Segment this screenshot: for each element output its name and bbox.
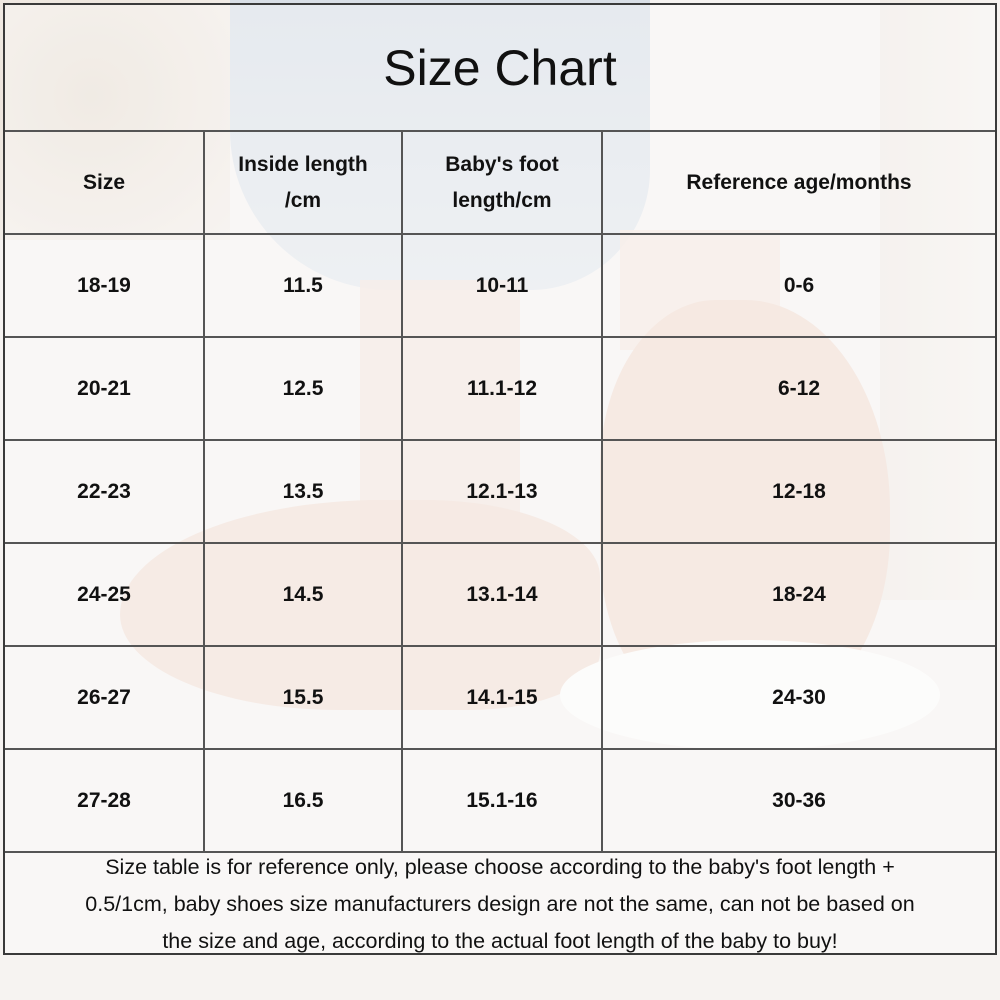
cell-inside-length: 11.5: [203, 233, 403, 338]
note-line: Size table is for reference only, please…: [105, 855, 895, 879]
cell-reference-age: 12-18: [601, 439, 995, 544]
cell-foot-length: 15.1-16: [401, 748, 603, 853]
cell-inside-length: 12.5: [203, 336, 403, 441]
header-reference-age: Reference age/months: [601, 130, 995, 235]
cell-inside-length: 13.5: [203, 439, 403, 544]
size-note: Size table is for reference only, please…: [5, 847, 995, 955]
header-inside-length: Inside length/cm: [203, 130, 403, 235]
cell-foot-length: 12.1-13: [401, 439, 603, 544]
table-row: 24-25 14.5 13.1-14 18-24: [5, 542, 995, 647]
note-line: the size and age, according to the actua…: [162, 929, 838, 953]
cell-size: 26-27: [5, 645, 205, 750]
table-row: 18-19 11.5 10-11 0-6: [5, 233, 995, 338]
cell-reference-age: 24-30: [601, 645, 995, 750]
header-foot-length: Baby's foot length/cm: [401, 130, 603, 235]
page-title: Size Chart: [5, 5, 995, 132]
cell-size: 18-19: [5, 233, 205, 338]
header-text: Inside length: [238, 152, 368, 176]
cell-size: 22-23: [5, 439, 205, 544]
cell-foot-length: 11.1-12: [401, 336, 603, 441]
cell-reference-age: 6-12: [601, 336, 995, 441]
cell-inside-length: 14.5: [203, 542, 403, 647]
cell-size: 27-28: [5, 748, 205, 853]
header-text: /cm: [284, 188, 322, 212]
table-row: 20-21 12.5 11.1-12 6-12: [5, 336, 995, 441]
cell-foot-length: 13.1-14: [401, 542, 603, 647]
cell-reference-age: 30-36: [601, 748, 995, 853]
header-text: Reference age/months: [686, 170, 912, 194]
cell-size: 20-21: [5, 336, 205, 441]
cell-size: 24-25: [5, 542, 205, 647]
cell-reference-age: 0-6: [601, 233, 995, 338]
cell-inside-length: 15.5: [203, 645, 403, 750]
table-row: 27-28 16.5 15.1-16 30-36: [5, 748, 995, 853]
header-text: Size: [82, 170, 126, 194]
table-row: 26-27 15.5 14.1-15 24-30: [5, 645, 995, 750]
table-header-row: Size Inside length/cm Baby's foot length/…: [5, 130, 995, 235]
cell-foot-length: 14.1-15: [401, 645, 603, 750]
cell-inside-length: 16.5: [203, 748, 403, 853]
header-text: length/cm: [452, 188, 552, 212]
table-row: 22-23 13.5 12.1-13 12-18: [5, 439, 995, 544]
size-chart: Size Chart Size Inside length/cm Baby's …: [3, 3, 997, 955]
note-line: 0.5/1cm, baby shoes size manufacturers d…: [85, 892, 915, 916]
cell-reference-age: 18-24: [601, 542, 995, 647]
header-size: Size: [5, 130, 205, 235]
cell-foot-length: 10-11: [401, 233, 603, 338]
size-table: Size Inside length/cm Baby's foot length/…: [5, 130, 995, 853]
header-text: Baby's foot: [445, 152, 559, 176]
